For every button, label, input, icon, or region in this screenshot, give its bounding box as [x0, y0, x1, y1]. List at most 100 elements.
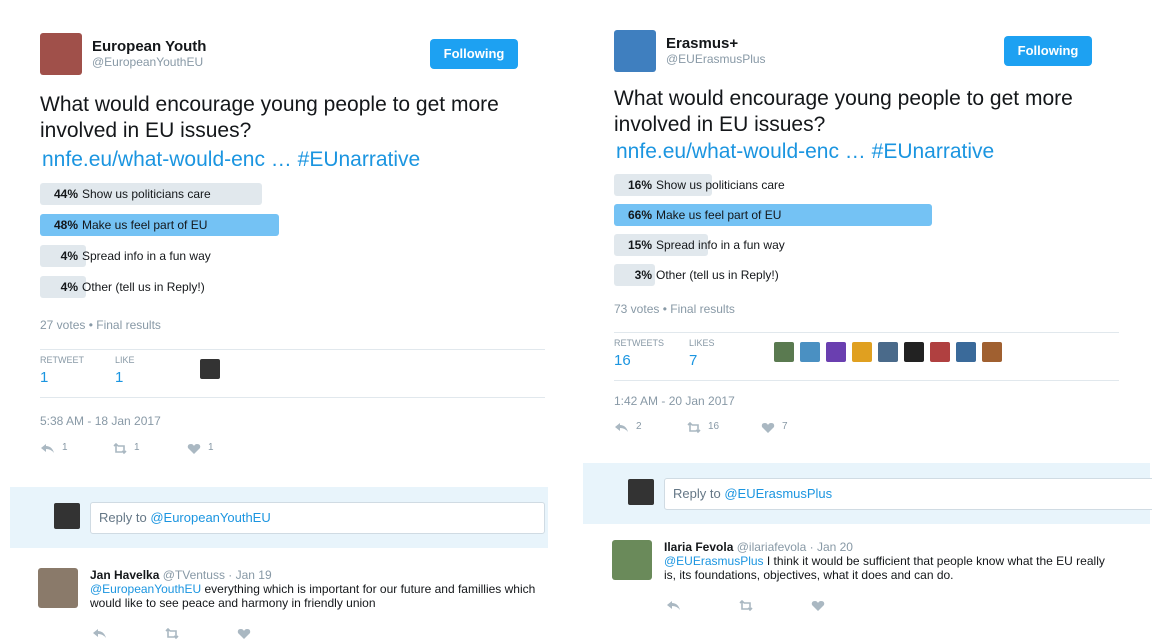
reply-body: everything which is important for our fu…: [90, 582, 536, 610]
reply-header: Ilaria Fevola @ilariafevola · Jan 20: [664, 540, 853, 554]
liker-avatar: [930, 342, 950, 362]
like-glyph: [237, 629, 251, 639]
tweet-text: What would encourage young people to get…: [40, 93, 499, 142]
separator: [614, 380, 1119, 381]
poll-percent: 66%: [627, 208, 652, 222]
retweet-icon[interactable]: [112, 443, 128, 455]
retweet-glyph: [165, 628, 179, 640]
poll-choice: Spread info in a fun way: [82, 249, 211, 263]
poll-percent: 48%: [53, 218, 78, 232]
reply-body: I think it would be sufficient that peop…: [664, 554, 1105, 582]
retweet-icon[interactable]: [686, 422, 702, 434]
like-glyph: [811, 601, 825, 611]
retweet-count: 16: [614, 352, 631, 369]
reply-prompt: Reply to: [673, 486, 721, 501]
liker-avatar: [956, 342, 976, 362]
poll-choice: Make us feel part of EU: [82, 218, 208, 232]
poll-bar: [40, 214, 280, 236]
retweet-glyph: [113, 443, 127, 455]
retweet-count: 16: [708, 421, 720, 432]
poll-percent: 3%: [634, 268, 652, 282]
follow-button[interactable]: Following: [430, 39, 518, 69]
poll-percent: 4%: [60, 280, 78, 294]
reply-prompt: Reply to: [99, 510, 147, 525]
reply-target: @EuropeanYouthEU: [150, 510, 271, 525]
like-icon[interactable]: [186, 443, 202, 455]
reply-name: Ilaria Fevola: [664, 540, 734, 554]
reply-count: 2: [636, 421, 642, 432]
like-label: LIKE: [115, 355, 135, 365]
reply-mention: @EUErasmusPlus: [664, 554, 764, 568]
tweet-links: nnfe.eu/what-would-enc … #EUnarrative: [616, 140, 994, 164]
user-name: European Youth: [92, 38, 207, 55]
timestamp: 5:38 AM - 18 Jan 2017: [40, 414, 161, 428]
separator: [40, 349, 545, 350]
like-icon[interactable]: [236, 628, 252, 640]
poll-choice: Spread info in a fun way: [656, 238, 785, 252]
reply-input[interactable]: Reply to @EuropeanYouthEU: [90, 502, 545, 534]
poll-bar: [40, 276, 86, 298]
reply-mention: @EuropeanYouthEU: [90, 582, 202, 596]
reply-icon[interactable]: [92, 628, 108, 640]
user-name: Erasmus+: [666, 35, 739, 52]
reply-header: Jan Havelka @TVentuss · Jan 19: [90, 568, 272, 582]
poll-bar: [614, 174, 713, 196]
reply-date: · Jan 19: [228, 568, 272, 582]
link: nnfe.eu/what-would-enc …: [42, 148, 292, 171]
my-avatar: [54, 503, 80, 529]
poll-bar: [614, 264, 656, 286]
retweet-icon[interactable]: [164, 628, 180, 640]
like-count: 1: [208, 442, 214, 453]
liker-avatar: [878, 342, 898, 362]
retweet-label: RETWEETS: [614, 338, 665, 348]
reply-input[interactable]: Reply to @EUErasmusPlus: [664, 478, 1152, 510]
reply-glyph: [93, 629, 106, 638]
retweet-count: 1: [134, 442, 140, 453]
reply-icon[interactable]: [666, 600, 682, 612]
poll-votes: 27 votes • Final results: [40, 318, 161, 332]
poll-choice: Other (tell us in Reply!): [82, 280, 205, 294]
poll-bar: [614, 204, 933, 226]
follow-button[interactable]: Following: [1004, 36, 1092, 66]
reply-avatar: [38, 568, 78, 608]
poll-percent: 44%: [53, 187, 78, 201]
poll-choice: Make us feel part of EU: [656, 208, 782, 222]
like-icon[interactable]: [810, 600, 826, 612]
liker-avatar: [200, 359, 220, 379]
liker-avatar: [852, 342, 872, 362]
liker-avatar: [904, 342, 924, 362]
poll-percent: 16%: [627, 178, 652, 192]
poll-bar: [614, 234, 708, 256]
retweet-label: RETWEET: [40, 355, 84, 365]
timestamp: 1:42 AM - 20 Jan 2017: [614, 394, 735, 408]
retweet-glyph: [739, 600, 753, 612]
reply-handle: @TVentuss: [162, 568, 225, 582]
poll-votes: 73 votes • Final results: [614, 302, 735, 316]
reply-icon[interactable]: [40, 443, 56, 455]
like-glyph: [187, 444, 201, 454]
avatar: [40, 33, 82, 75]
reply-text: @EUErasmusPlus I think it would be suffi…: [664, 554, 1114, 582]
poll-bar: [40, 183, 262, 205]
retweet-icon[interactable]: [738, 600, 754, 612]
liker-avatar: [982, 342, 1002, 362]
separator: [614, 332, 1119, 333]
reply-glyph: [41, 444, 54, 453]
poll-choice: Show us politicians care: [82, 187, 211, 201]
tweet-links: nnfe.eu/what-would-enc … #EUnarrative: [42, 148, 420, 172]
reply-target: @EUErasmusPlus: [724, 486, 833, 501]
like-count: 7: [689, 352, 698, 369]
liker-avatar: [826, 342, 846, 362]
reply-name: Jan Havelka: [90, 568, 160, 582]
tweet-text: What would encourage young people to get…: [614, 87, 1073, 136]
poll-percent: 15%: [627, 238, 652, 252]
reply-icon[interactable]: [614, 422, 630, 434]
like-glyph: [761, 423, 775, 433]
liker-avatar: [800, 342, 820, 362]
reply-avatar: [612, 540, 652, 580]
reply-handle: @ilariafevola: [736, 540, 807, 554]
my-avatar: [628, 479, 654, 505]
hashtag: #EUnarrative: [871, 140, 995, 163]
reply-count: 1: [62, 442, 68, 453]
like-icon[interactable]: [760, 422, 776, 434]
